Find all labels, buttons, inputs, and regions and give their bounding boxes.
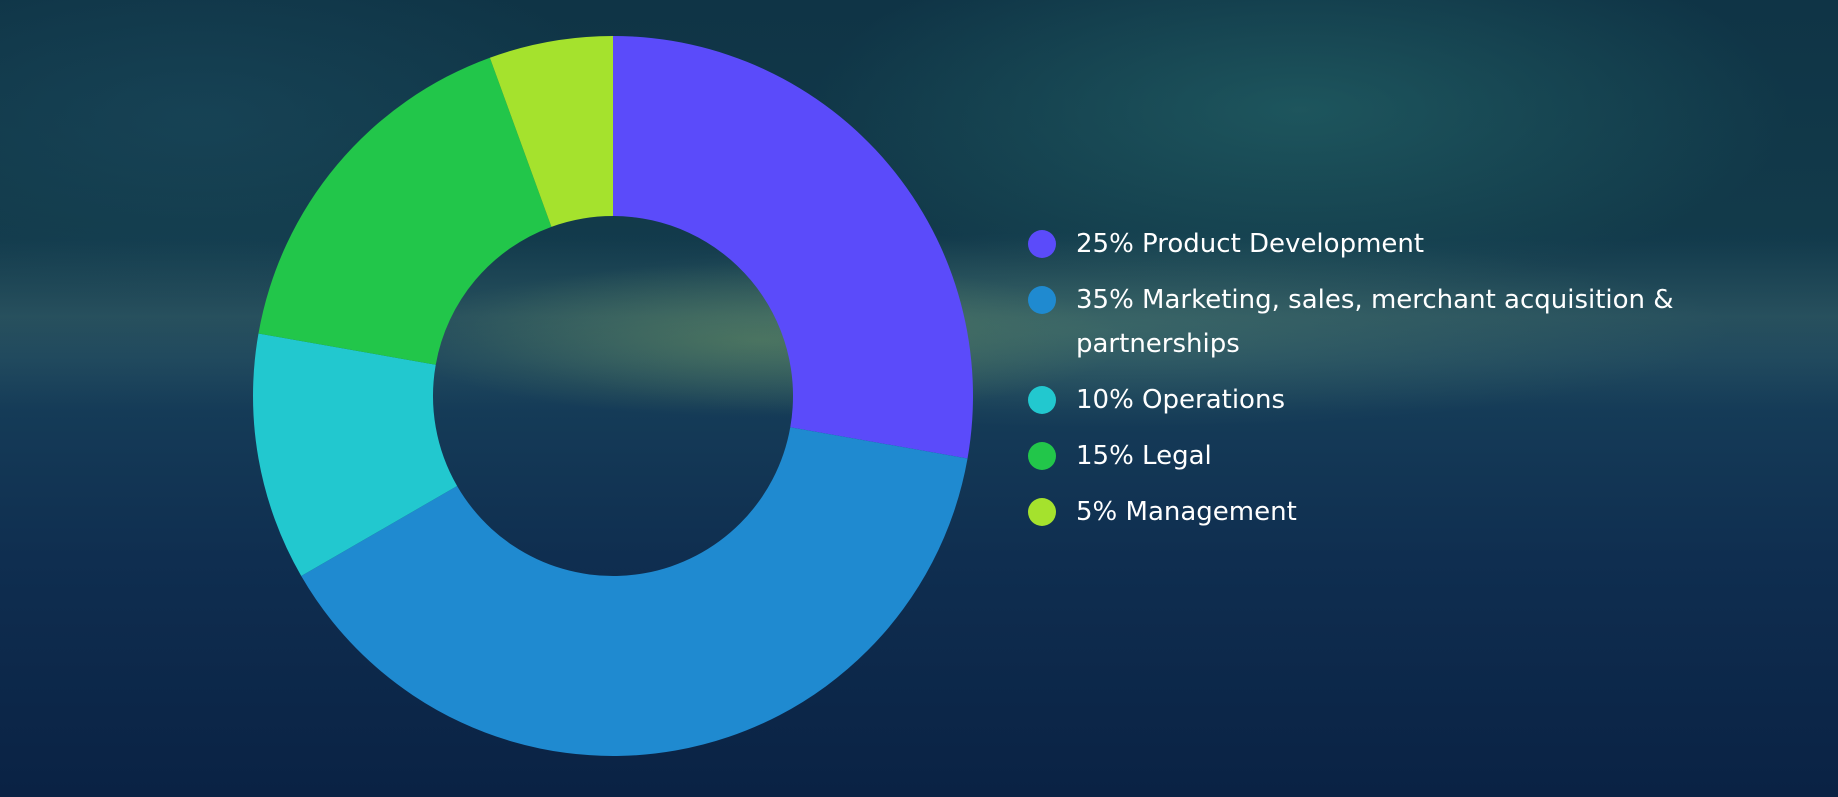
chart-legend: 25% Product Development 35% Marketing, s… bbox=[1028, 222, 1748, 534]
donut-slice-product-development bbox=[613, 36, 973, 459]
legend-label-operations: 10% Operations bbox=[1076, 385, 1285, 415]
donut-slice-operations bbox=[252, 333, 458, 576]
legend-item-management: 5% Management bbox=[1028, 490, 1748, 534]
legend-item-operations: 10% Operations bbox=[1028, 378, 1748, 422]
legend-item-product-development: 25% Product Development bbox=[1028, 222, 1748, 266]
legend-label-legal: 15% Legal bbox=[1076, 441, 1212, 471]
donut-slice-management bbox=[489, 36, 613, 227]
legend-item-marketing: 35% Marketing, sales, merchant acquisiti… bbox=[1028, 278, 1748, 366]
donut-slice-legal bbox=[258, 57, 552, 365]
legend-label-marketing: 35% Marketing, sales, merchant acquisiti… bbox=[1076, 285, 1674, 359]
legend-item-legal: 15% Legal bbox=[1028, 434, 1748, 478]
legend-label-management: 5% Management bbox=[1076, 497, 1297, 527]
legend-label-product-development: 25% Product Development bbox=[1076, 229, 1425, 259]
donut-slice-marketing bbox=[301, 427, 968, 756]
legend-dot-product-development bbox=[1028, 230, 1056, 258]
legend-dot-management bbox=[1028, 498, 1056, 526]
legend-dot-operations bbox=[1028, 386, 1056, 414]
legend-dot-marketing bbox=[1028, 286, 1056, 314]
legend-dot-legal bbox=[1028, 442, 1056, 470]
